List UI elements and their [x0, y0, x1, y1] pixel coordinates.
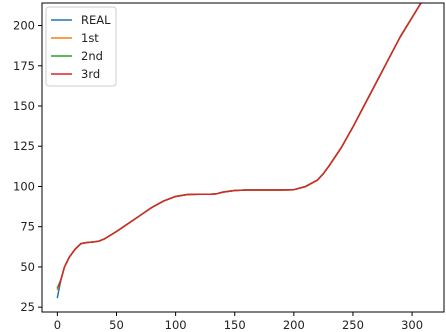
y-tick-label: 125	[13, 139, 35, 153]
axes-layer	[41, 2, 445, 313]
y-tick-label: 25	[20, 300, 35, 314]
y-tick-label: 100	[13, 179, 35, 193]
x-tick-label: 150	[224, 318, 246, 332]
x-tick-label: 0	[54, 318, 61, 332]
legend-frame	[45, 6, 117, 87]
y-tick-label: 150	[13, 99, 35, 113]
y-tick-label: 175	[13, 59, 35, 73]
x-tick-label: 50	[109, 318, 124, 332]
x-tick-label: 250	[342, 318, 364, 332]
legend-label-real: REAL	[81, 13, 111, 27]
plot-frame	[41, 2, 445, 313]
y-tick-label: 200	[13, 19, 35, 33]
x-tick-label: 200	[283, 318, 305, 332]
series-layer	[56, 3, 422, 299]
series-line-3rd	[57, 3, 422, 287]
legend-label-3rd: 3rd	[81, 67, 100, 81]
legend-label-2nd: 2nd	[81, 49, 103, 63]
y-tick-label: 50	[20, 260, 35, 274]
x-tick-label: 300	[401, 318, 423, 332]
x-tick-label: 100	[165, 318, 187, 332]
y-tick-label: 75	[20, 220, 35, 234]
legend-label-1st: 1st	[81, 31, 99, 45]
legend: REAL 1st 2nd 3rd	[45, 6, 117, 87]
y-axis: 25 50 75 100 125 150 175 200	[13, 19, 42, 314]
x-axis: 0 50 100 150 200 250 300	[54, 312, 423, 332]
